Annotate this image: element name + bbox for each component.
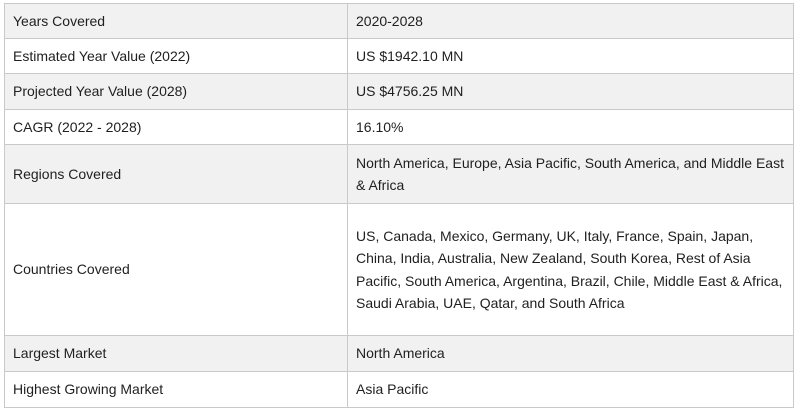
row-label: Largest Market [4, 335, 348, 372]
table-row: Highest Growing Market Asia Pacific [4, 371, 794, 408]
row-label: Countries Covered [4, 203, 348, 336]
row-value: North America [347, 335, 794, 372]
table-row: Projected Year Value (2028) US $4756.25 … [4, 73, 794, 110]
row-value: US $4756.25 MN [347, 73, 794, 110]
row-value: Asia Pacific [347, 371, 794, 408]
row-value: 2020-2028 [347, 3, 794, 39]
table-row: CAGR (2022 - 2028) 16.10% [4, 109, 794, 145]
table-row: Years Covered 2020-2028 [4, 3, 794, 39]
row-value: North America, Europe, Asia Pacific, Sou… [347, 144, 794, 204]
table-row: Largest Market North America [4, 335, 794, 372]
row-value: 16.10% [347, 109, 794, 145]
row-value: US $1942.10 MN [347, 38, 794, 74]
row-label: CAGR (2022 - 2028) [4, 109, 348, 145]
row-label: Years Covered [4, 3, 348, 39]
row-label: Regions Covered [4, 144, 348, 204]
report-scope-table: Years Covered 2020-2028 Estimated Year V… [4, 3, 794, 408]
row-value: US, Canada, Mexico, Germany, UK, Italy, … [347, 203, 794, 336]
table-row: Estimated Year Value (2022) US $1942.10 … [4, 38, 794, 74]
row-label: Projected Year Value (2028) [4, 73, 348, 110]
row-label: Highest Growing Market [4, 371, 348, 408]
row-label: Estimated Year Value (2022) [4, 38, 348, 74]
table-row: Regions Covered North America, Europe, A… [4, 144, 794, 204]
table-row: Countries Covered US, Canada, Mexico, Ge… [4, 203, 794, 336]
